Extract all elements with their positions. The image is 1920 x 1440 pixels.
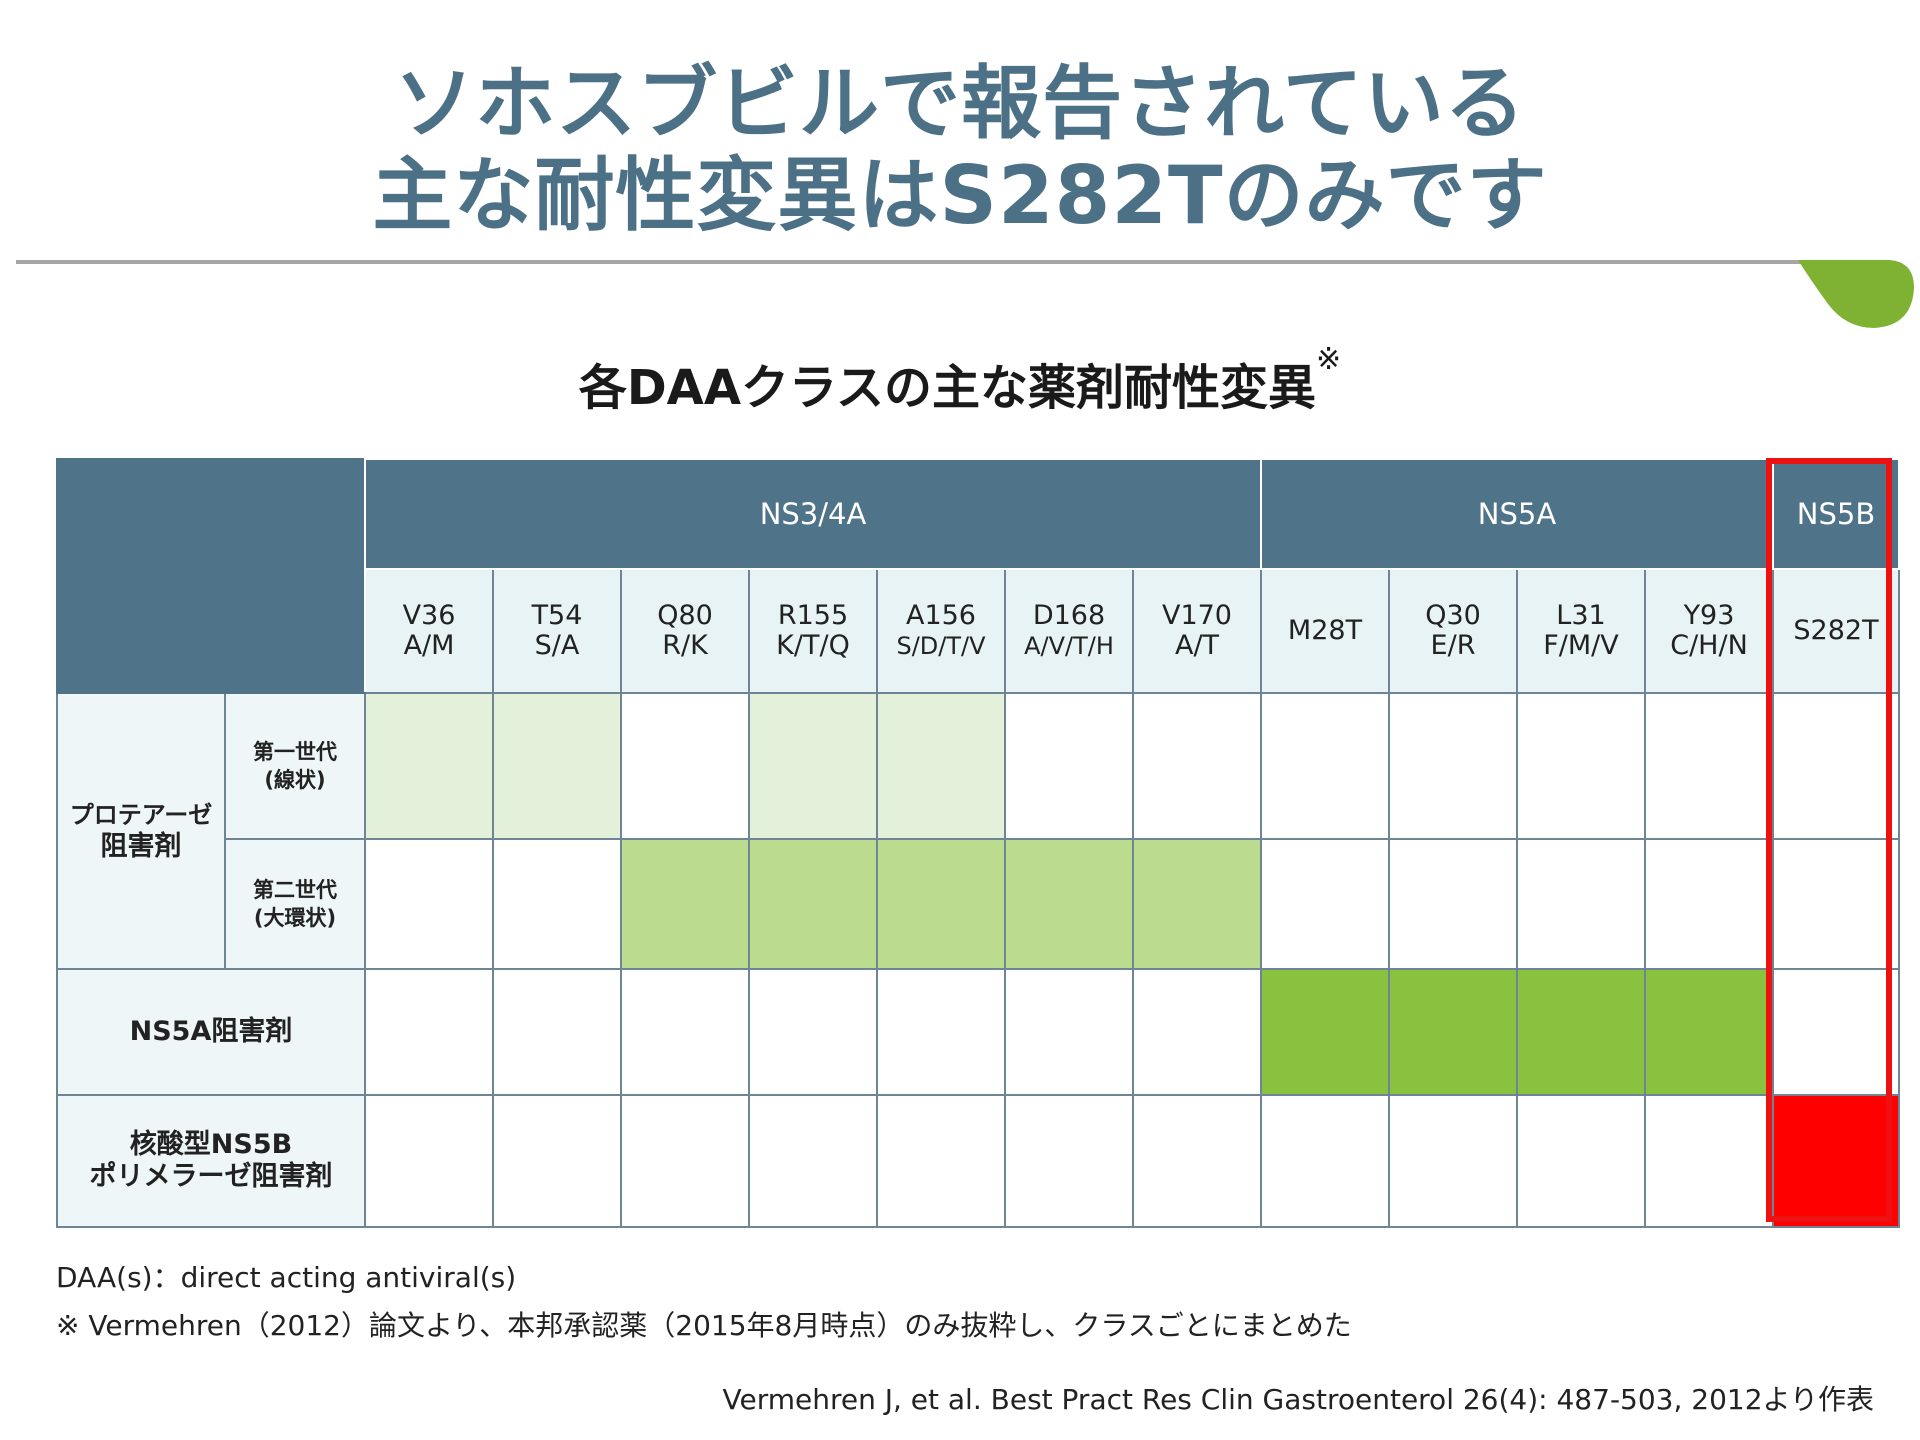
- table-cell: [1260, 692, 1390, 840]
- slide-title: ソホスブビルで報告されている 主な耐性変異はS282Tのみです: [0, 58, 1920, 242]
- table-cell: [1132, 968, 1262, 1096]
- table-cell: [1772, 692, 1900, 840]
- table-cell: [1644, 1094, 1774, 1228]
- leaf-icon: [1798, 260, 1914, 328]
- title-line-2: 主な耐性変異はS282Tのみです: [372, 149, 1548, 242]
- table-cell: [1772, 1094, 1900, 1228]
- table-cell: [1260, 968, 1390, 1096]
- table-cell: [620, 1094, 750, 1228]
- col-header-q80: Q80 R/K: [620, 568, 750, 694]
- col-header-a156: A156 S/D/T/V: [876, 568, 1006, 694]
- table-cell: [492, 1094, 622, 1228]
- table-cell: [1132, 692, 1262, 840]
- table-cell: [748, 692, 878, 840]
- footnote-mark: ※: [1316, 342, 1342, 377]
- table-cell: [876, 692, 1006, 840]
- table-cell: [1260, 1094, 1390, 1228]
- table-cell: [1388, 692, 1518, 840]
- row-gen1: プロテアーゼ 阻害剤 第一世代 (線状): [56, 692, 1900, 970]
- table-cell: [1644, 968, 1774, 1096]
- table-heading-text: 各DAAクラスの主な薬剤耐性変異: [578, 360, 1317, 416]
- resistance-table: NS3/4A NS5A NS5B V36 A/M T54 S/A Q80 R/K R1…: [56, 458, 1900, 1228]
- table-cell: [748, 1094, 878, 1228]
- table-cell: [364, 692, 494, 840]
- row-label-ns5a: NS5A阻害剤: [56, 968, 366, 1096]
- table-cell: [1004, 968, 1134, 1096]
- table-cell: [1516, 692, 1646, 840]
- row-ns5b: 核酸型NS5B ポリメラーゼ阻害剤: [56, 1094, 1900, 1228]
- table-cell: [748, 968, 878, 1096]
- row-gen2: 第二世代 (大環状): [57, 838, 1900, 970]
- col-header-m28t: M28T: [1260, 568, 1390, 694]
- table-cell: [1772, 968, 1900, 1096]
- row-label-gen1: 第一世代 (線状): [224, 692, 366, 840]
- row-label-gen2: 第二世代 (大環状): [224, 838, 366, 970]
- abbreviation-note: DAA(s)：direct acting antiviral(s): [56, 1261, 517, 1294]
- table-cell: [620, 968, 750, 1096]
- mutation-header-row: V36 A/M T54 S/A Q80 R/K R155 K/T/Q A156 S/D/T…: [57, 568, 1900, 694]
- header-corner: [56, 458, 366, 694]
- table-heading: 各DAAクラスの主な薬剤耐性変異※: [0, 342, 1920, 418]
- col-header-v170: V170 A/T: [1132, 568, 1262, 694]
- col-header-v36: V36 A/M: [364, 568, 494, 694]
- table-cell: [492, 692, 622, 840]
- group-ns5b: NS5B: [1772, 458, 1900, 570]
- table-cell: [876, 1094, 1006, 1228]
- table-cell: [1388, 838, 1518, 970]
- table-cell: [620, 692, 750, 840]
- table-cell: [1516, 1094, 1646, 1228]
- table-cell: [876, 968, 1006, 1096]
- table-cell: [1132, 1094, 1262, 1228]
- col-header-t54: T54 S/A: [492, 568, 622, 694]
- source-note: ※ Vermehren（2012）論文より、本邦承認薬（2015年8月時点）のみ…: [56, 1309, 1352, 1342]
- table-cell: [1004, 692, 1134, 840]
- table-cell: [1516, 838, 1646, 970]
- table-cell: [492, 838, 622, 970]
- table-cell: [364, 968, 494, 1096]
- table-cell: [1772, 838, 1900, 970]
- group-ns5a: NS5A: [1260, 458, 1774, 570]
- table-cell: [748, 838, 878, 970]
- group-header-row: NS3/4A NS5A NS5B: [56, 458, 1900, 694]
- table-cell: [1644, 838, 1774, 970]
- col-header-q30: Q30 E/R: [1388, 568, 1518, 694]
- table-cell: [620, 838, 750, 970]
- row-label-ns5b: 核酸型NS5B ポリメラーゼ阻害剤: [56, 1094, 366, 1228]
- table-cell: [364, 1094, 494, 1228]
- table-cell: [1260, 838, 1390, 970]
- table-cell: [1516, 968, 1646, 1096]
- table-cell: [364, 838, 494, 970]
- table-cell: [1644, 692, 1774, 840]
- table-cell: [1004, 1094, 1134, 1228]
- table-cell: [1004, 838, 1134, 970]
- col-header-y93: Y93 C/H/N: [1644, 568, 1774, 694]
- row-ns5a: NS5A阻害剤: [56, 968, 1900, 1096]
- title-line-1: ソホスブビルで報告されている: [394, 57, 1526, 150]
- citation: Vermehren J, et al. Best Pract Res Clin …: [722, 1383, 1874, 1416]
- table-cell: [1388, 1094, 1518, 1228]
- col-header-d168: D168 A/V/T/H: [1004, 568, 1134, 694]
- table-cell: [1132, 838, 1262, 970]
- table-cell: [876, 838, 1006, 970]
- title-divider: [16, 260, 1802, 264]
- col-header-r155: R155 K/T/Q: [748, 568, 878, 694]
- table-cell: [1388, 968, 1518, 1096]
- col-header-l31: L31 F/M/V: [1516, 568, 1646, 694]
- group-ns34a: NS3/4A: [364, 458, 1262, 570]
- row-label-protease: プロテアーゼ 阻害剤: [56, 692, 226, 970]
- table-cell: [492, 968, 622, 1096]
- col-header-s282t: S282T: [1772, 568, 1900, 694]
